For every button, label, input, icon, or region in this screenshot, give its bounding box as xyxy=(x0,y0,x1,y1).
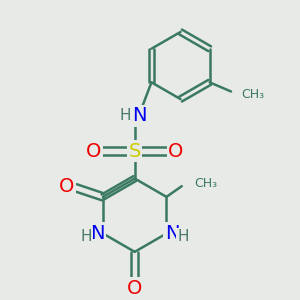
Text: CH₃: CH₃ xyxy=(194,177,217,190)
Text: H: H xyxy=(120,108,131,123)
Text: S: S xyxy=(128,142,141,160)
Text: O: O xyxy=(58,177,74,196)
Text: CH₃: CH₃ xyxy=(242,88,265,101)
Text: N: N xyxy=(132,106,147,125)
Text: N: N xyxy=(90,224,105,243)
Text: O: O xyxy=(86,142,101,160)
Text: H: H xyxy=(178,229,189,244)
Text: H: H xyxy=(80,229,92,244)
Text: O: O xyxy=(168,142,184,160)
Text: O: O xyxy=(127,279,142,298)
Text: N: N xyxy=(165,224,179,243)
